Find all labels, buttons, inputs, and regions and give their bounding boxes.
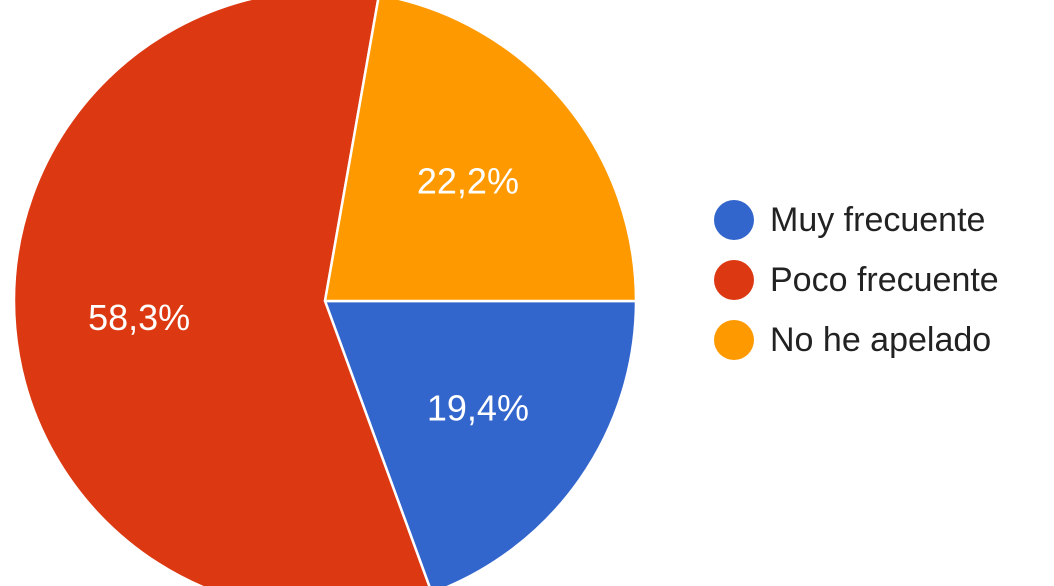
slice-label-poco-frecuente: 58,3% [88,297,190,338]
legend-marker-poco-frecuente [714,260,754,300]
legend-item-no-he-apelado: No he apelado [714,320,991,360]
pie-slice-labels: 19,4% 58,3% 22,2% [88,161,529,429]
pie-slices [12,0,638,586]
legend-marker-muy-frecuente [714,200,754,240]
legend: Muy frecuente Poco frecuente No he apelado [714,200,999,360]
legend-item-muy-frecuente: Muy frecuente [714,200,985,240]
pie-slice-poco-frecuente [12,0,431,586]
slice-label-muy-frecuente: 19,4% [427,387,529,428]
slice-label-no-he-apelado: 22,2% [417,161,519,202]
legend-item-poco-frecuente: Poco frecuente [714,260,999,300]
pie-slice-muy-frecuente [323,299,638,586]
legend-label-poco-frecuente: Poco frecuente [770,261,999,299]
legend-label-muy-frecuente: Muy frecuente [770,201,985,239]
pie-slice-no-he-apelado [323,0,638,303]
legend-marker-no-he-apelado [714,320,754,360]
legend-label-no-he-apelado: No he apelado [770,321,991,359]
